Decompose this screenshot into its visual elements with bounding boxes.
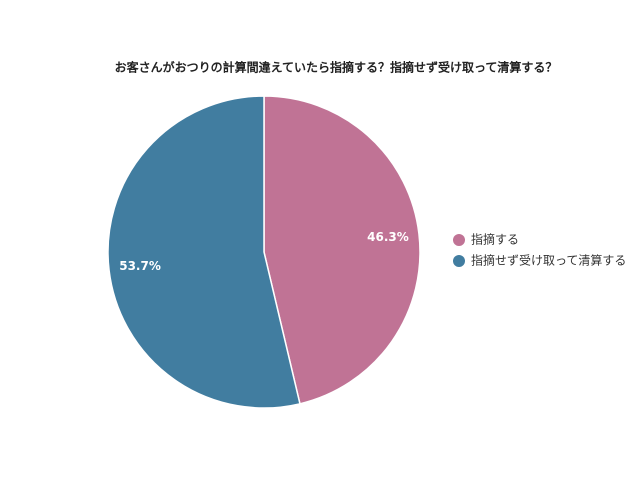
pie-slice — [263, 95, 421, 405]
slice-label: 46.3% — [367, 230, 409, 244]
legend-marker — [453, 234, 465, 246]
slice-label: 53.7% — [119, 259, 161, 273]
legend-label: 指摘せず受け取って清算する — [471, 253, 626, 268]
pie-slice — [107, 95, 301, 409]
legend-label: 指摘する — [471, 232, 519, 247]
chart-title: お客さんがおつりの計算間違えていたら指摘する？指摘せず受け取って清算する？ — [115, 60, 558, 75]
legend-marker — [453, 255, 465, 267]
